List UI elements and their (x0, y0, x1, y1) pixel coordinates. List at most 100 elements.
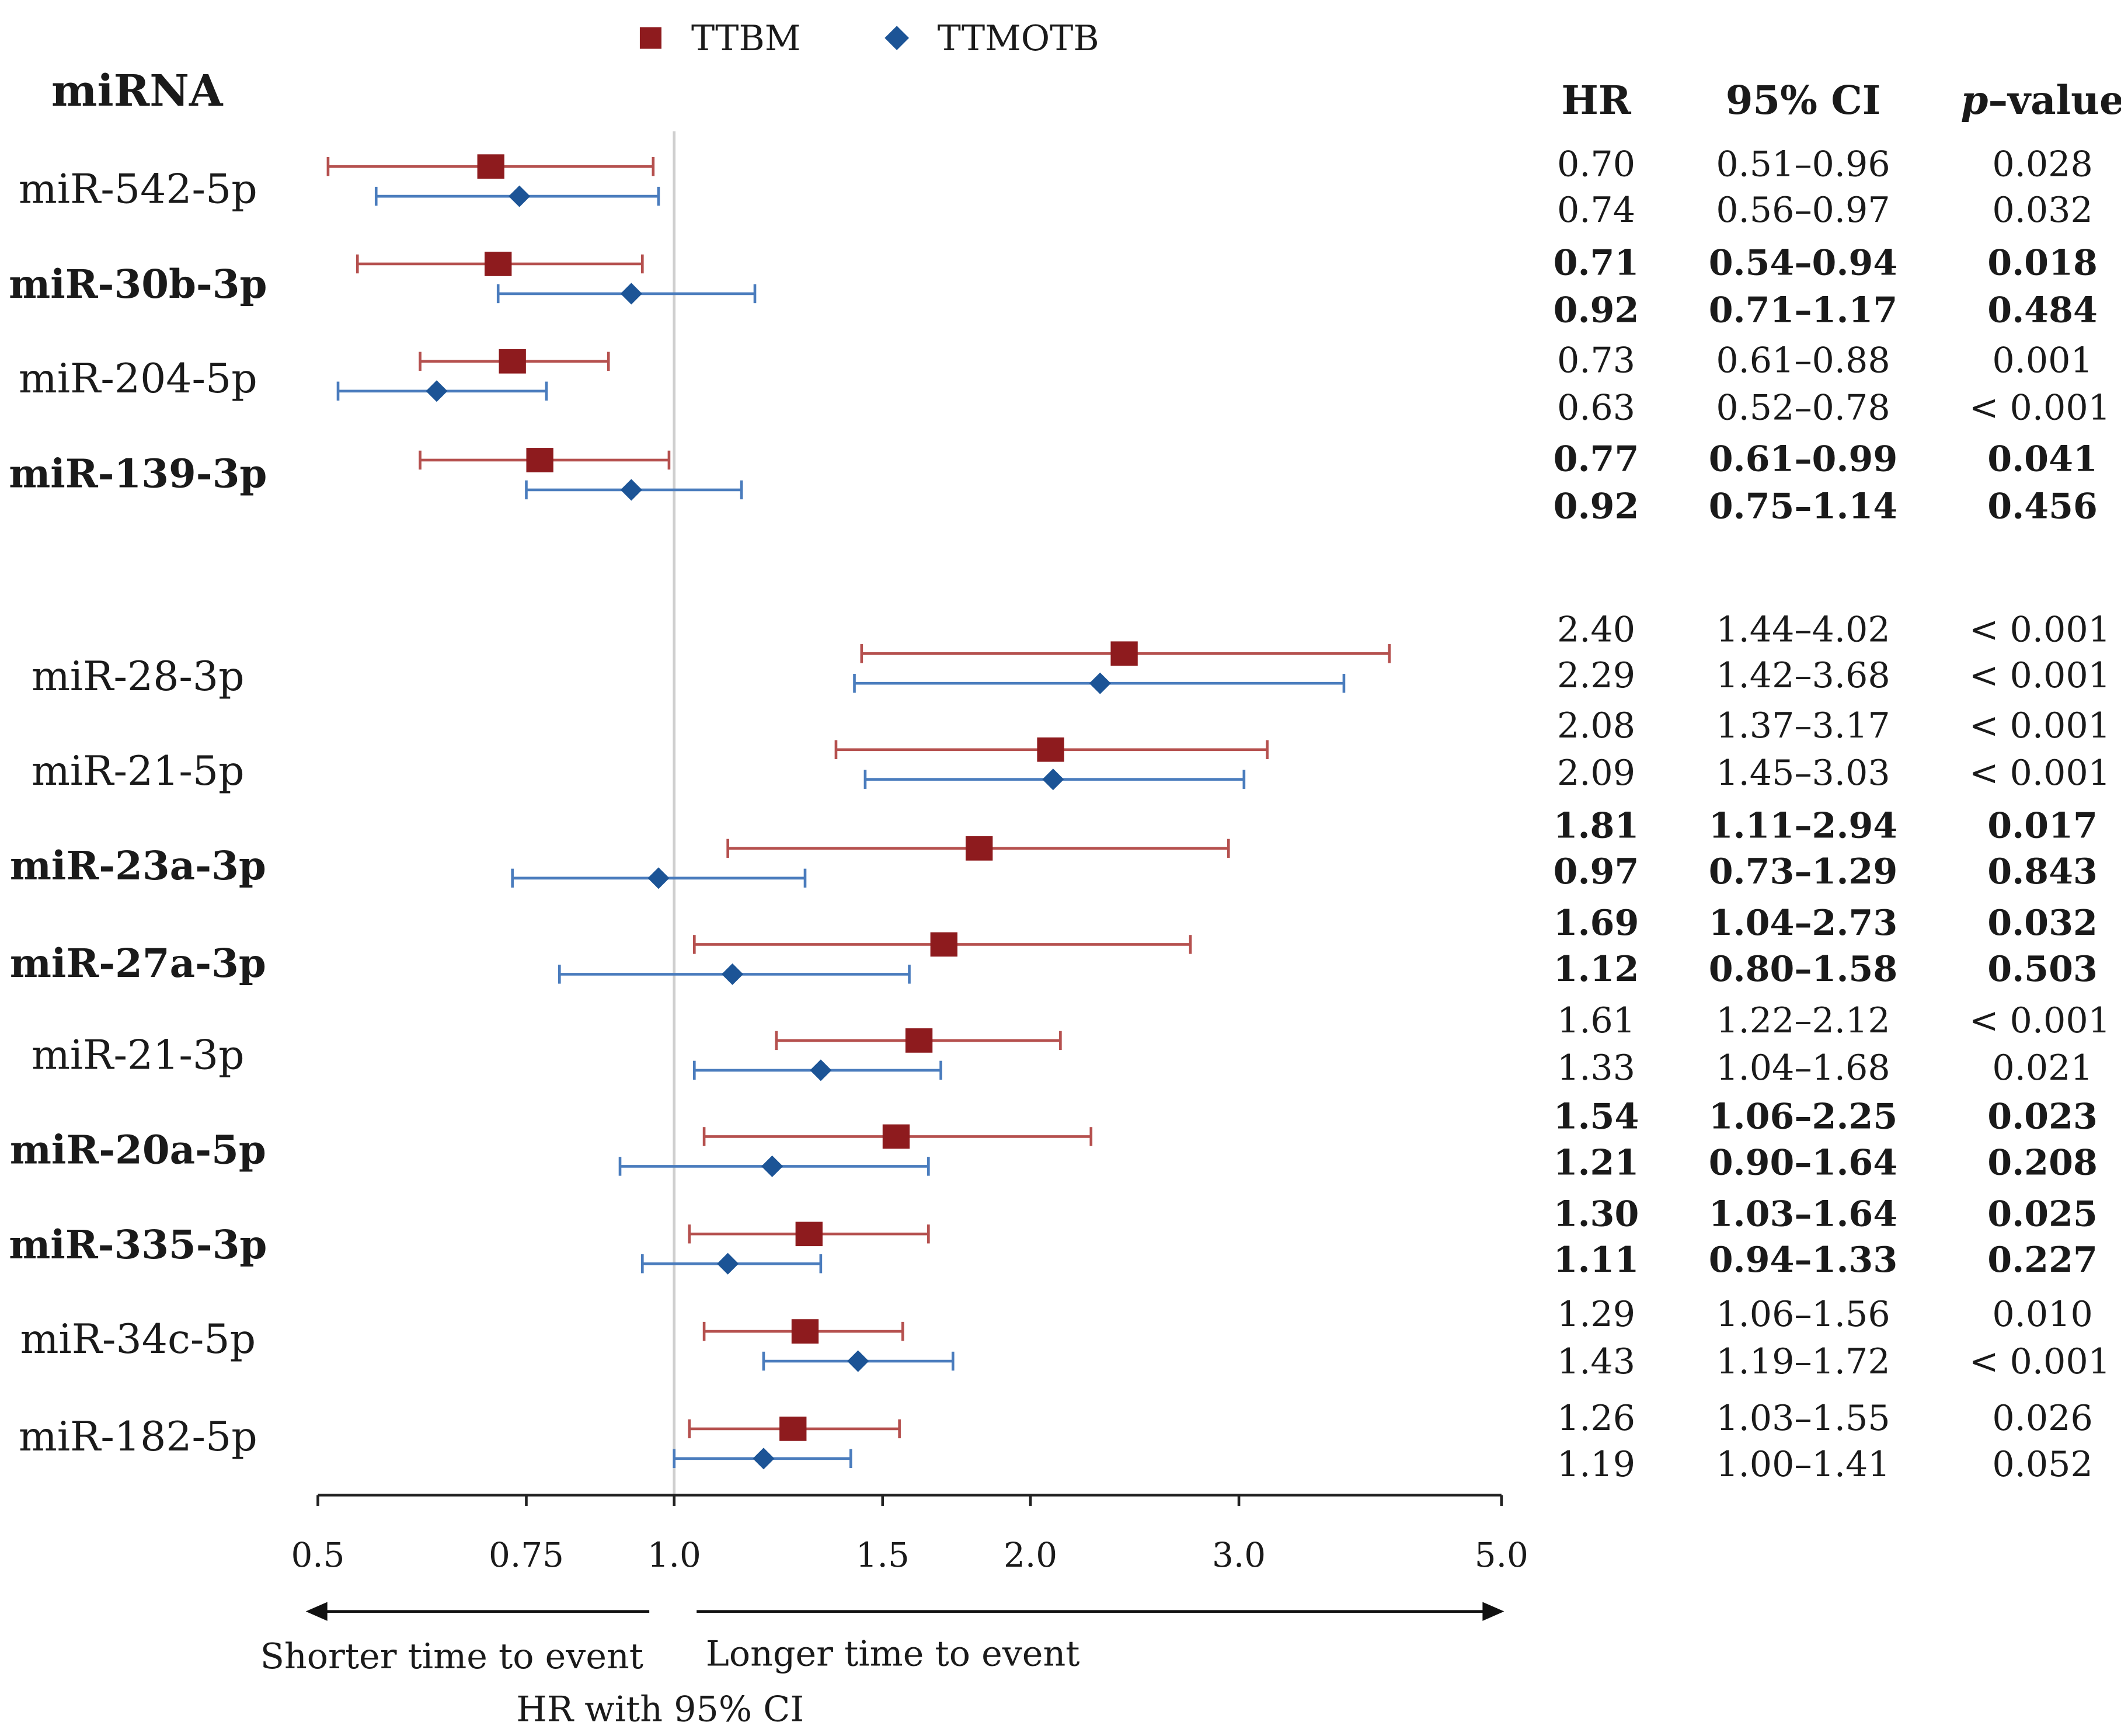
mirna-label: miR-182-5p (19, 1413, 257, 1460)
p-value: 0.021 (1992, 1048, 2092, 1088)
p-value: < 0.001 (1969, 655, 2110, 696)
hr-point-ttmotb (509, 185, 531, 207)
x-tick-label: 1.5 (856, 1535, 910, 1575)
hr-value: 1.30 (1554, 1193, 1639, 1234)
ci-value: 0.94–1.33 (1709, 1239, 1898, 1281)
mirna-label: miR-542-5p (19, 166, 257, 213)
p-value: 0.010 (1992, 1294, 2092, 1335)
hr-value: 1.61 (1557, 1000, 1635, 1041)
ci-value: 0.54–0.94 (1709, 242, 1898, 284)
hr-value: 1.21 (1554, 1142, 1639, 1183)
hr-value: 0.73 (1557, 340, 1635, 381)
p-value: < 0.001 (1969, 1000, 2110, 1041)
ci-value: 1.42–3.68 (1716, 655, 1890, 696)
ci-value: 1.11–2.94 (1709, 805, 1898, 846)
hr-point-ttbm (930, 932, 957, 957)
ci-value: 0.71–1.17 (1709, 290, 1898, 331)
ci-value: 1.45–3.03 (1716, 753, 1890, 794)
ci-value: 1.04–2.73 (1709, 902, 1898, 944)
hr-point-ttmotb (1042, 768, 1064, 791)
legend-label-ttbm: TTBM (691, 18, 800, 59)
hr-value: 1.81 (1554, 805, 1639, 846)
p-value: 0.017 (1987, 805, 2098, 846)
hr-point-ttbm (485, 252, 512, 276)
hr-value: 2.40 (1557, 609, 1635, 650)
hr-value: 0.63 (1557, 387, 1635, 428)
ci-value: 0.51–0.96 (1716, 144, 1890, 185)
p-value: 0.843 (1987, 851, 2098, 892)
hr-value: 1.33 (1557, 1048, 1635, 1088)
hr-point-ttbm (795, 1222, 823, 1247)
hr-point-ttbm (882, 1124, 910, 1149)
p-rest: –value (1988, 77, 2121, 123)
hr-point-ttbm (791, 1319, 819, 1344)
p-value: 0.018 (1987, 242, 2098, 284)
p-value: 0.484 (1987, 290, 2098, 331)
mirna-label: miR-28-3p (32, 653, 245, 700)
mirna-label: miR-27a-3p (10, 940, 266, 986)
left-arrow-icon (305, 1602, 328, 1621)
p-value: < 0.001 (1969, 1341, 2110, 1382)
hr-point-ttbm (966, 836, 993, 861)
hr-value: 1.69 (1554, 902, 1639, 944)
p-value: < 0.001 (1969, 705, 2110, 746)
hr-point-ttbm (905, 1028, 933, 1053)
p-value: 0.041 (1987, 438, 2098, 479)
p-value: 0.025 (1987, 1193, 2098, 1234)
right-arrow-label: Longer time to event (706, 1633, 1080, 1674)
ci-value: 1.22–2.12 (1716, 1000, 1890, 1041)
hr-value: 1.19 (1557, 1444, 1635, 1485)
hr-value: 1.54 (1554, 1096, 1639, 1137)
hr-point-ttmotb (426, 380, 448, 402)
hr-point-ttmotb (847, 1350, 869, 1372)
p-value: 0.026 (1992, 1398, 2092, 1439)
p-value: 0.052 (1992, 1444, 2092, 1485)
ci-value: 1.03–1.55 (1716, 1398, 1890, 1439)
right-arrow-icon (1482, 1602, 1504, 1621)
ci-value: 1.37–3.17 (1716, 705, 1890, 746)
ci-value: 1.06–2.25 (1709, 1096, 1898, 1137)
mirna-label: miR-335-3p (9, 1222, 267, 1268)
p-value: 0.032 (1992, 190, 2092, 231)
mirna-label: miR-21-3p (32, 1032, 245, 1079)
x-axis-label: HR with 95% CI (516, 1689, 804, 1730)
hr-value: 0.92 (1554, 486, 1639, 527)
hr-value: 1.29 (1557, 1294, 1635, 1335)
ci-value: 1.04–1.68 (1716, 1048, 1890, 1088)
hr-point-ttbm (499, 349, 526, 374)
ci-value: 0.80–1.58 (1709, 948, 1898, 990)
p-value: < 0.001 (1969, 387, 2110, 428)
hr-value: 0.77 (1554, 438, 1639, 479)
mirna-label: miR-23a-3p (10, 843, 266, 889)
p-value: < 0.001 (1969, 753, 2110, 794)
p-value: 0.456 (1987, 486, 2098, 527)
legend-marker-ttmotb (884, 26, 909, 50)
ci-value: 1.19–1.72 (1716, 1341, 1890, 1382)
p-value: < 0.001 (1969, 609, 2110, 650)
x-tick-label: 5.0 (1475, 1535, 1528, 1575)
ci-value: 0.56–0.97 (1716, 190, 1890, 231)
hr-point-ttmotb (620, 283, 642, 305)
ci-value: 0.52–0.78 (1716, 387, 1890, 428)
hr-value: 1.11 (1554, 1239, 1639, 1281)
hr-value: 0.97 (1554, 851, 1639, 892)
hr-point-ttmotb (810, 1059, 832, 1081)
column-header-hr: HR (1561, 77, 1631, 123)
hr-point-ttmotb (647, 867, 670, 889)
hr-point-ttbm (779, 1417, 807, 1441)
p-value: 0.032 (1987, 902, 2098, 944)
x-tick-label: 0.75 (489, 1535, 564, 1575)
column-header-p-value: p–value (1960, 77, 2121, 123)
p-italic: p (1960, 77, 1988, 123)
row-header: miRNA (51, 65, 224, 116)
p-value: 0.023 (1987, 1096, 2098, 1137)
hr-value: 2.29 (1557, 655, 1635, 696)
hr-point-ttmotb (620, 479, 642, 501)
hr-value: 0.74 (1557, 190, 1635, 231)
hr-value: 1.26 (1557, 1398, 1635, 1439)
ci-value: 0.61–0.88 (1716, 340, 1890, 381)
hr-value: 1.43 (1557, 1341, 1635, 1382)
mirna-label: miR-139-3p (9, 450, 267, 496)
hr-value: 1.12 (1554, 948, 1639, 990)
